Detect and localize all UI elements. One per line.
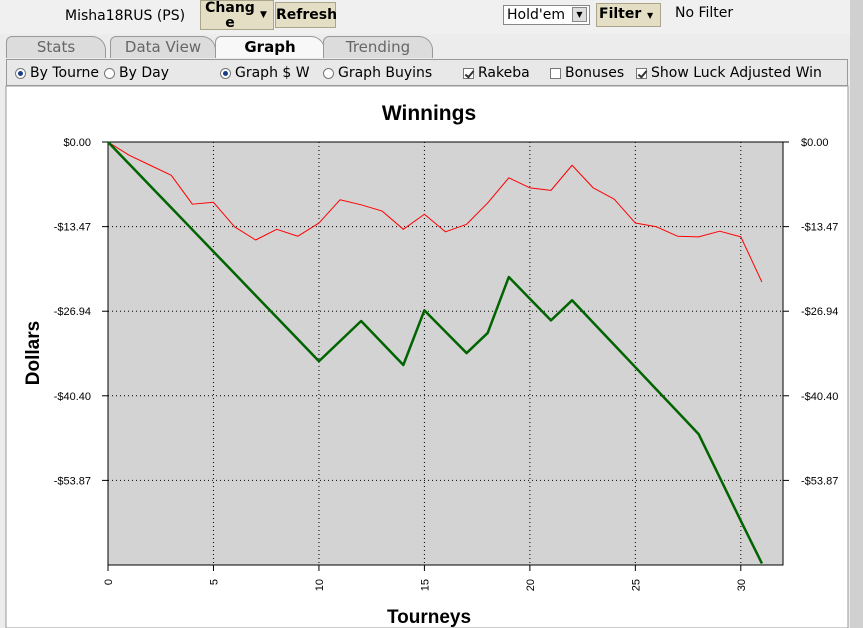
checkbox[interactable] [636, 67, 647, 79]
filter-button[interactable]: Filter [596, 3, 661, 27]
refresh-button[interactable]: Refresh [275, 2, 337, 28]
y-tick-label: -$40.40 [54, 391, 91, 403]
select-arrow: ▼ [572, 7, 587, 22]
option-label: Graph $ W [235, 65, 310, 81]
radio[interactable] [15, 67, 26, 79]
radio[interactable] [220, 67, 231, 79]
tab-bar: Stats Data View Graph Trending [0, 36, 863, 58]
option-label: Show Luck Adjusted Win [651, 65, 822, 81]
y-tick-label: -$53.87 [54, 475, 91, 487]
radio-option[interactable]: Graph $ W [220, 64, 320, 82]
x-tick-label: 25 [630, 579, 642, 591]
radio[interactable] [323, 67, 334, 79]
option-label: By Day [119, 65, 169, 81]
filter-status: No Filter [675, 5, 734, 21]
dropdown-arrow: ▼ [260, 10, 267, 20]
option-label: Graph Buyins [338, 65, 433, 81]
option-label: Rakeba [478, 65, 530, 81]
tab[interactable]: Graph [215, 36, 325, 58]
series-line [107, 141, 763, 283]
x-tick-label: 0 [103, 579, 115, 585]
checkbox-option[interactable]: Rakeba [463, 64, 553, 82]
x-tick-label: 5 [208, 579, 220, 585]
x-axis-label: Tourneys [387, 607, 471, 628]
y-tick-label-right: -$40.40 [801, 391, 838, 403]
y-tick-label: -$26.94 [54, 306, 91, 318]
dropdown-arrow: ▼ [647, 11, 654, 20]
game-select[interactable]: Hold'em [503, 5, 590, 25]
toolbar: Misha18RUS (PS) Change ▼ Refresh Hold'em… [0, 0, 863, 34]
checkbox-option[interactable]: Show Luck Adjusted Win [636, 64, 846, 82]
radio-option[interactable]: By Day [104, 64, 194, 82]
radio-option[interactable]: Graph Buyins [323, 64, 453, 82]
plot-area [107, 141, 784, 566]
y-tick-label-right: -$13.47 [801, 222, 838, 234]
chart-title: Winnings [382, 102, 476, 125]
tab[interactable]: Stats [6, 36, 106, 58]
y-tick-label: -$13.47 [54, 222, 91, 234]
x-tick-label: 10 [314, 579, 326, 591]
y-tick-label-right: $0.00 [801, 137, 829, 149]
checkbox[interactable] [550, 67, 561, 79]
checkbox[interactable] [463, 67, 474, 79]
radio-option[interactable]: By Tourne [15, 64, 107, 82]
series-line [107, 141, 764, 565]
y-tick-label: $0.00 [63, 137, 91, 149]
change-button[interactable]: Change [200, 0, 274, 30]
option-label: Bonuses [565, 65, 625, 81]
radio[interactable] [104, 67, 115, 79]
checkbox-option[interactable]: Bonuses [550, 64, 640, 82]
y-axis-label: Dollars [23, 321, 44, 385]
y-tick-label-right: -$53.87 [801, 475, 838, 487]
y-tick-label-right: -$26.94 [801, 306, 838, 318]
x-tick-label: 30 [736, 579, 748, 591]
player-name: Misha18RUS (PS) [65, 8, 186, 24]
scrollbar [850, 0, 863, 628]
x-tick-label: 15 [419, 579, 431, 591]
options-bar: By Tourne By Day Graph $ W Graph Buyins Rake… [6, 59, 848, 86]
option-label: By Tourne [30, 65, 99, 81]
tab[interactable]: Data View [110, 36, 216, 58]
tab[interactable]: Trending [323, 36, 433, 58]
x-tick-label: 20 [525, 579, 537, 591]
